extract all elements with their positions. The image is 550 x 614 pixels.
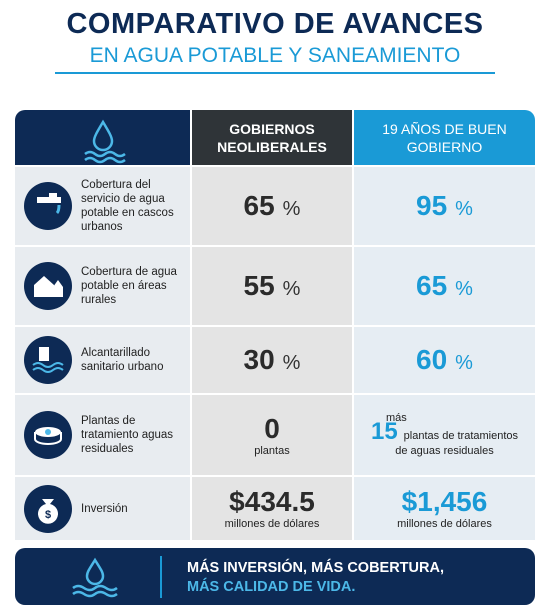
svg-text:$: $ bbox=[45, 509, 51, 521]
value-line: 30% bbox=[244, 344, 301, 376]
value-line: 65% bbox=[244, 190, 301, 222]
value-cell: 30% bbox=[192, 327, 352, 393]
unit: % bbox=[282, 352, 301, 374]
row-label: Cobertura del servicio de agua potable e… bbox=[81, 179, 174, 233]
value-cell: $1,456 millones de dólares bbox=[354, 477, 535, 540]
note: plantas de tratamientos de aguas residua… bbox=[395, 430, 519, 457]
value-cell: 65% bbox=[354, 247, 535, 325]
value: 15 bbox=[370, 418, 398, 445]
value-line: 65% bbox=[416, 270, 473, 302]
column-header: GOBIERNOS NEOLIBERALES bbox=[192, 110, 352, 165]
row-label: Inversión bbox=[81, 502, 128, 515]
unit: % bbox=[282, 278, 301, 300]
value: 65 bbox=[243, 190, 275, 221]
column-header: 19 AÑOS DE BUEN GOBIERNO bbox=[354, 110, 535, 165]
value-line: $1,456 bbox=[402, 486, 488, 518]
value: 65 bbox=[416, 270, 448, 301]
row-icon: $ bbox=[24, 484, 72, 533]
value: 55 bbox=[243, 270, 275, 301]
row-label: Alcantarillado sanitario urbano bbox=[81, 347, 164, 373]
row-label-cell: Plantas de tratamiento aguas residuales bbox=[15, 395, 190, 475]
row-icon bbox=[24, 411, 72, 459]
value-cell: 95% bbox=[354, 167, 535, 245]
water-icon bbox=[72, 557, 118, 598]
note: millones de dólares bbox=[224, 518, 320, 530]
row-label-cell: Cobertura de agua potable en áreas rural… bbox=[15, 247, 190, 325]
value-line: 60% bbox=[416, 344, 473, 376]
footer: MÁS INVERSIÓN, MÁS COBERTURA, MÁS CALIDA… bbox=[15, 548, 535, 605]
table-row: Cobertura del servicio de agua potable e… bbox=[15, 167, 535, 245]
row-icon bbox=[24, 262, 72, 310]
value: $434.5 bbox=[229, 486, 315, 517]
value-cell: 65% bbox=[192, 167, 352, 245]
value-line: 95% bbox=[416, 190, 473, 222]
value-line: 15 plantas de tratamientos de aguas resid… bbox=[354, 420, 535, 458]
value-line: 55% bbox=[244, 270, 301, 302]
value: 30 bbox=[243, 344, 275, 375]
value: $1,456 bbox=[401, 486, 488, 517]
value: 60 bbox=[416, 344, 448, 375]
value: 0 bbox=[264, 412, 280, 444]
value-cell: $434.5 millones de dólares bbox=[192, 477, 352, 540]
value-cell: 0 plantas bbox=[192, 395, 352, 475]
note: millones de dólares bbox=[397, 518, 492, 530]
prefix: más bbox=[386, 412, 407, 424]
footer-line: MÁS CALIDAD DE VIDA. bbox=[187, 579, 356, 595]
row-label: Cobertura de agua potable en áreas rural… bbox=[81, 266, 177, 306]
row-icon bbox=[24, 182, 72, 230]
value-cell: 60% bbox=[354, 327, 535, 393]
value-line: 0 bbox=[264, 413, 280, 445]
title: COMPARATIVO DE AVANCES bbox=[66, 8, 484, 40]
row-label-cell: Cobertura del servicio de agua potable e… bbox=[15, 167, 190, 245]
table-row: $ Inversión $434.5 millones de dólares $1,45… bbox=[15, 477, 535, 540]
table-row: Cobertura de agua potable en áreas rural… bbox=[15, 247, 535, 325]
value-cell: 55% bbox=[192, 247, 352, 325]
table-row: Plantas de tratamiento aguas residuales 0… bbox=[15, 395, 535, 475]
value: 95 bbox=[416, 190, 448, 221]
header-icon-cell bbox=[15, 110, 190, 165]
water-icon bbox=[84, 119, 126, 164]
note: plantas bbox=[254, 444, 290, 457]
row-icon bbox=[24, 336, 72, 384]
value-cell: más 15 plantas de tratamientos de aguas re… bbox=[354, 395, 535, 475]
unit: % bbox=[455, 352, 473, 374]
subtitle: EN AGUA POTABLE Y SANEAMIENTO bbox=[89, 44, 461, 67]
row-label: Plantas de tratamiento aguas residuales bbox=[81, 415, 174, 455]
unit: % bbox=[455, 198, 473, 220]
underline bbox=[55, 72, 495, 74]
unit: % bbox=[282, 198, 301, 220]
value-line: $434.5 bbox=[229, 486, 315, 518]
row-label-cell: $ Inversión bbox=[15, 477, 190, 540]
row-label-cell: Alcantarillado sanitario urbano bbox=[15, 327, 190, 393]
table-row: Alcantarillado sanitario urbano 30% 60% bbox=[15, 327, 535, 393]
divider bbox=[160, 556, 162, 598]
footer-line: MÁS INVERSIÓN, MÁS COBERTURA, bbox=[187, 560, 444, 576]
unit: % bbox=[455, 278, 473, 300]
